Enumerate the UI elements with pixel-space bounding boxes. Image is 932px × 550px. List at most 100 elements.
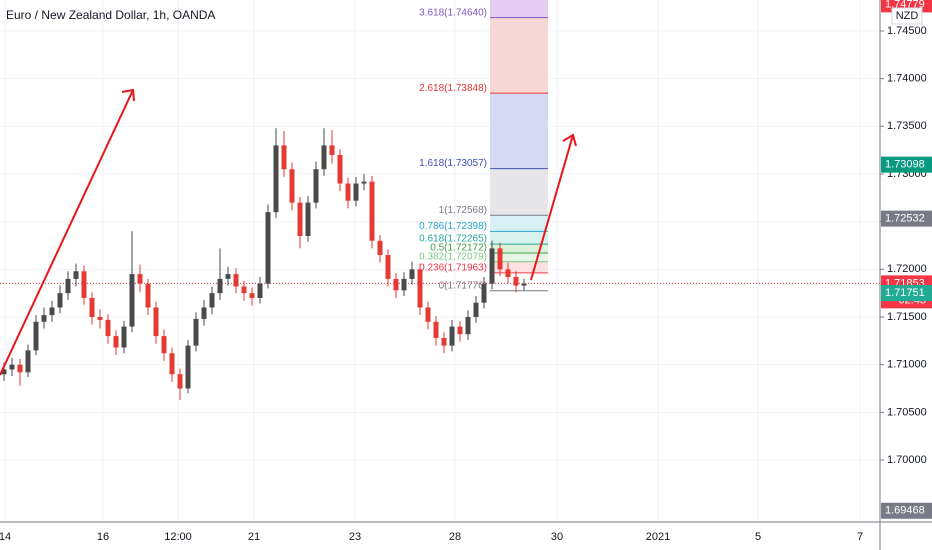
candle-body xyxy=(137,274,143,284)
candle-body xyxy=(41,315,47,322)
candle-body xyxy=(153,307,159,337)
x-tick-label: 21 xyxy=(248,531,260,543)
price-label-box xyxy=(881,156,932,173)
arrow-head xyxy=(562,133,577,147)
y-tick-label: 1.74500 xyxy=(887,25,927,37)
currency-label: NZD xyxy=(896,10,919,22)
candle-body xyxy=(25,350,31,373)
fib-band xyxy=(490,261,548,273)
y-tick-label: 1.70500 xyxy=(887,406,927,418)
price-label: 1.71751 xyxy=(885,287,925,299)
fib-label: 1(1.72568) xyxy=(439,205,487,216)
candle-body xyxy=(73,271,79,279)
candle-body xyxy=(281,145,287,170)
candle-body xyxy=(273,145,279,213)
grid xyxy=(0,0,880,522)
fib-label: 0.236(1.71963) xyxy=(419,263,487,274)
candle-body xyxy=(433,321,439,338)
x-tick-label: 12:00 xyxy=(164,531,192,543)
candle-body xyxy=(185,345,191,389)
x-tick-label: 28 xyxy=(449,531,461,543)
x-tick-label: 7 xyxy=(857,531,863,543)
candle-body xyxy=(337,154,343,184)
candle-body xyxy=(105,319,111,337)
candle-body xyxy=(505,269,511,277)
x-tick-label: 30 xyxy=(551,531,563,543)
candle-body xyxy=(33,321,39,351)
candle-body xyxy=(169,353,175,375)
fib-label: 0(1.71776) xyxy=(439,280,487,291)
fib-band xyxy=(490,17,548,94)
fib-band xyxy=(490,0,548,18)
candle-body xyxy=(465,317,471,335)
candle-body xyxy=(473,302,479,318)
y-tick-label: 1.70000 xyxy=(887,454,927,466)
candle-body xyxy=(321,145,327,170)
x-tick-label: 23 xyxy=(349,531,361,543)
candle-body xyxy=(145,283,151,308)
fib-label: 2.618(1.73848) xyxy=(419,83,487,94)
candle-body xyxy=(481,283,487,303)
candle-body xyxy=(129,274,135,327)
candle-body xyxy=(401,278,407,291)
candle-body xyxy=(521,283,527,286)
candle-body xyxy=(409,269,415,279)
time-axis xyxy=(0,522,880,550)
candle-body xyxy=(313,169,319,203)
candle-body xyxy=(417,269,423,308)
candle-body xyxy=(161,336,167,354)
arrow-line xyxy=(0,89,134,376)
chart-title: Euro / New Zealand Dollar, 1h, OANDA xyxy=(6,8,215,22)
candle-body xyxy=(497,248,503,270)
candle-body xyxy=(65,278,71,294)
fib-band xyxy=(490,252,548,262)
fib-label: 0.618(1.72265) xyxy=(419,234,487,245)
trend-arrows xyxy=(0,88,577,376)
candle-body xyxy=(249,293,255,298)
candle-body xyxy=(305,202,311,236)
candle-body xyxy=(329,145,335,155)
fib-band xyxy=(490,231,548,245)
candle-body xyxy=(217,278,223,294)
candle-body xyxy=(449,326,455,346)
candle-body xyxy=(81,271,87,298)
candle-body xyxy=(89,297,95,318)
candle-body xyxy=(233,274,239,287)
candle-body xyxy=(377,240,383,256)
candle-body xyxy=(353,183,359,201)
candle-body xyxy=(361,181,367,184)
fib-label: 1.618(1.73057) xyxy=(419,158,487,169)
candles xyxy=(1,128,527,400)
x-tick-label: 14 xyxy=(0,531,11,543)
candle-body xyxy=(97,317,103,320)
y-tick-label: 1.71000 xyxy=(887,359,927,371)
fib-band xyxy=(490,168,548,216)
candle-body xyxy=(425,307,431,322)
fib-band xyxy=(490,244,548,253)
candle-body xyxy=(289,169,295,203)
fib-band xyxy=(490,215,548,232)
price-label: 1.73098 xyxy=(885,159,925,171)
y-tick-label: 1.72000 xyxy=(887,263,927,275)
price-label-box xyxy=(881,285,932,302)
candle-body xyxy=(441,337,447,346)
y-tick-label: 1.74000 xyxy=(887,73,927,85)
candle-body xyxy=(241,286,247,294)
price-label-box xyxy=(881,502,932,519)
candle-body xyxy=(457,326,463,335)
fibonacci-extension: 3.618(1.74640) 2.618(1.73848) 1.618(1.7305… xyxy=(419,0,548,291)
candle-body xyxy=(57,293,63,308)
price-label: 1.72532 xyxy=(885,213,925,225)
candle-body xyxy=(49,307,55,316)
candle-body xyxy=(513,276,519,286)
arrow-line xyxy=(530,134,574,281)
candle-body xyxy=(345,183,351,201)
fib-label: 0.786(1.72398) xyxy=(419,221,487,232)
x-tick-label: 2021 xyxy=(646,531,670,543)
candle-body xyxy=(9,364,15,370)
currency-box xyxy=(891,7,923,25)
y-tick-label: 1.71500 xyxy=(887,311,927,323)
